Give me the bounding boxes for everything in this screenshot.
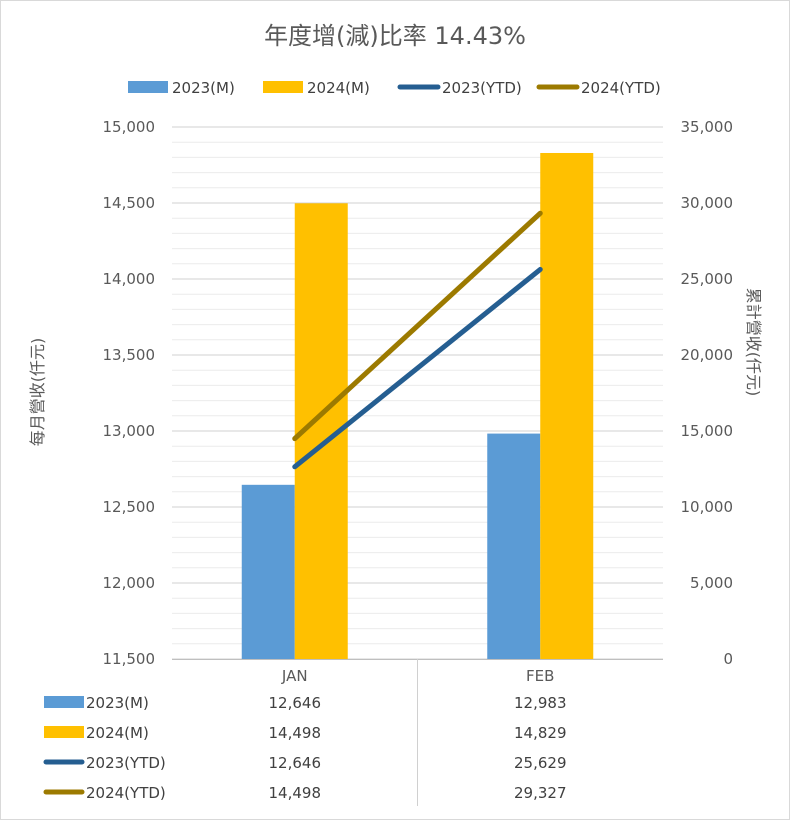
y-right-tick-label: 15,000: [681, 422, 734, 440]
bar: [241, 484, 295, 659]
table-cell: 12,646: [269, 694, 322, 712]
table-cell: 25,629: [514, 754, 567, 772]
y-right-tick-label: 0: [723, 650, 733, 668]
table-key-swatch: [44, 696, 84, 708]
y-left-tick-label: 14,000: [103, 270, 156, 288]
x-tick-label: JAN: [281, 667, 308, 685]
table-row-label: 2024(M): [86, 724, 149, 742]
y-right-tick-label: 35,000: [681, 118, 734, 136]
legend-swatch: [263, 81, 303, 93]
table-cell: 14,829: [514, 724, 567, 742]
y-left-tick-label: 13,500: [103, 346, 156, 364]
series-line: [292, 210, 543, 442]
y-right-tick-label: 25,000: [681, 270, 734, 288]
table-cell: 12,983: [514, 694, 567, 712]
y-left-tick-label: 11,500: [103, 650, 156, 668]
legend: 2023(M) 2024(M) 2023(YTD) 2024(YTD): [128, 79, 661, 97]
y-right-tick-label: 10,000: [681, 498, 734, 516]
legend-label: 2024(M): [307, 79, 370, 97]
table-key-swatch: [44, 726, 84, 738]
y-left-tick-label: 12,000: [103, 574, 156, 592]
data-table: 2023(M) 12,646 12,983 2024(M) 14,498 14,829 20…: [43, 659, 567, 806]
x-tick-label: FEB: [526, 667, 554, 685]
bar: [540, 152, 594, 659]
axes: 11,500 12,000 12,500 13,000 13,500 14,000 14,5…: [103, 118, 734, 685]
table-cell: 29,327: [514, 784, 567, 802]
legend-label: 2023(M): [172, 79, 235, 97]
table-cell: 14,498: [269, 784, 322, 802]
y-right-tick-label: 20,000: [681, 346, 734, 364]
y-left-tick-label: 15,000: [103, 118, 156, 136]
y-right-tick-label: 5,000: [690, 574, 733, 592]
y-right-tick-label: 30,000: [681, 194, 734, 212]
table-cell: 12,646: [269, 754, 322, 772]
chart-title: 年度增(減)比率 14.43%: [264, 22, 526, 50]
table-row-label: 2023(M): [86, 694, 149, 712]
legend-swatch: [128, 81, 168, 93]
series-line: [292, 266, 543, 470]
y-axis-right-title: 累計營收(仟元): [744, 288, 763, 397]
bar: [487, 433, 541, 659]
table-row-label: 2024(YTD): [86, 784, 166, 802]
table-row-label: 2023(YTD): [86, 754, 166, 772]
legend-label: 2024(YTD): [581, 79, 661, 97]
y-left-tick-label: 13,000: [103, 422, 156, 440]
y-left-tick-label: 14,500: [103, 194, 156, 212]
y-axis-left-title: 每月營收(仟元): [28, 338, 47, 447]
lines: [292, 210, 543, 470]
y-left-tick-label: 12,500: [103, 498, 156, 516]
legend-label: 2023(YTD): [442, 79, 522, 97]
table-cell: 14,498: [269, 724, 322, 742]
